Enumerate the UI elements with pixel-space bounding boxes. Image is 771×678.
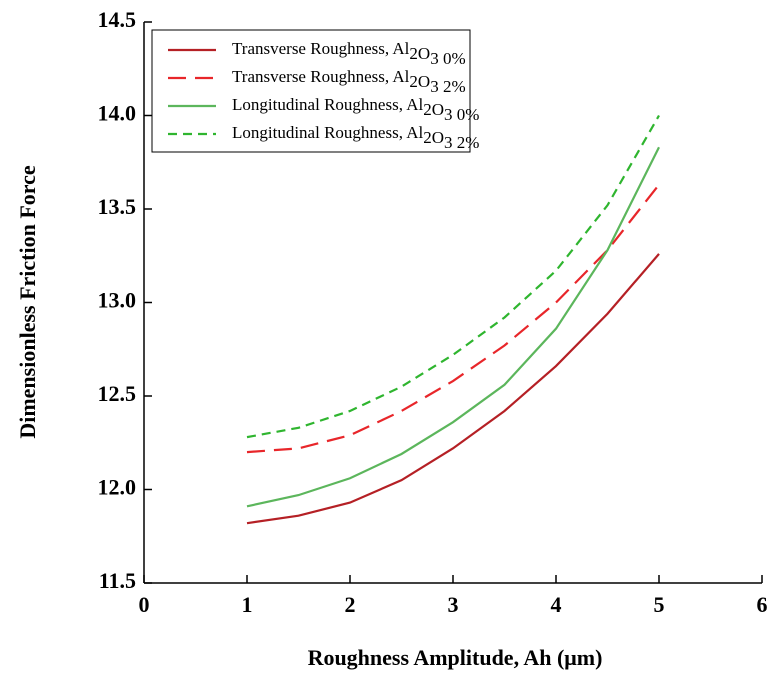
x-tick-label: 6 — [757, 592, 768, 617]
x-tick-label: 3 — [448, 592, 459, 617]
y-tick-label: 12.0 — [98, 475, 137, 500]
y-tick-label: 14.0 — [98, 101, 137, 126]
series-line — [246, 184, 660, 454]
y-tick-label: 14.5 — [98, 7, 137, 32]
y-tick-label: 13.5 — [98, 194, 137, 219]
y-axis-title: Dimensionless Friction Force — [15, 165, 40, 439]
legend-text: Transverse Roughness, Al2O3 2% — [232, 67, 466, 96]
y-tick-label: 11.5 — [99, 568, 136, 593]
legend-text: Transverse Roughness, Al2O3 0% — [232, 39, 466, 68]
legend-text: Longitudinal Roughness, Al2O3 0% — [232, 95, 479, 124]
series-line — [246, 114, 660, 439]
x-tick-label: 0 — [139, 592, 150, 617]
y-tick-label: 12.5 — [98, 381, 137, 406]
x-tick-label: 5 — [654, 592, 665, 617]
legend-text: Longitudinal Roughness, Al2O3 2% — [232, 123, 479, 152]
x-tick-label: 4 — [551, 592, 562, 617]
series-line — [246, 146, 660, 508]
series-line — [246, 253, 660, 525]
x-tick-label: 2 — [345, 592, 356, 617]
x-tick-label: 1 — [242, 592, 253, 617]
x-axis-title: Roughness Amplitude, Ah (μm) — [308, 645, 603, 670]
y-tick-label: 13.0 — [98, 288, 137, 313]
